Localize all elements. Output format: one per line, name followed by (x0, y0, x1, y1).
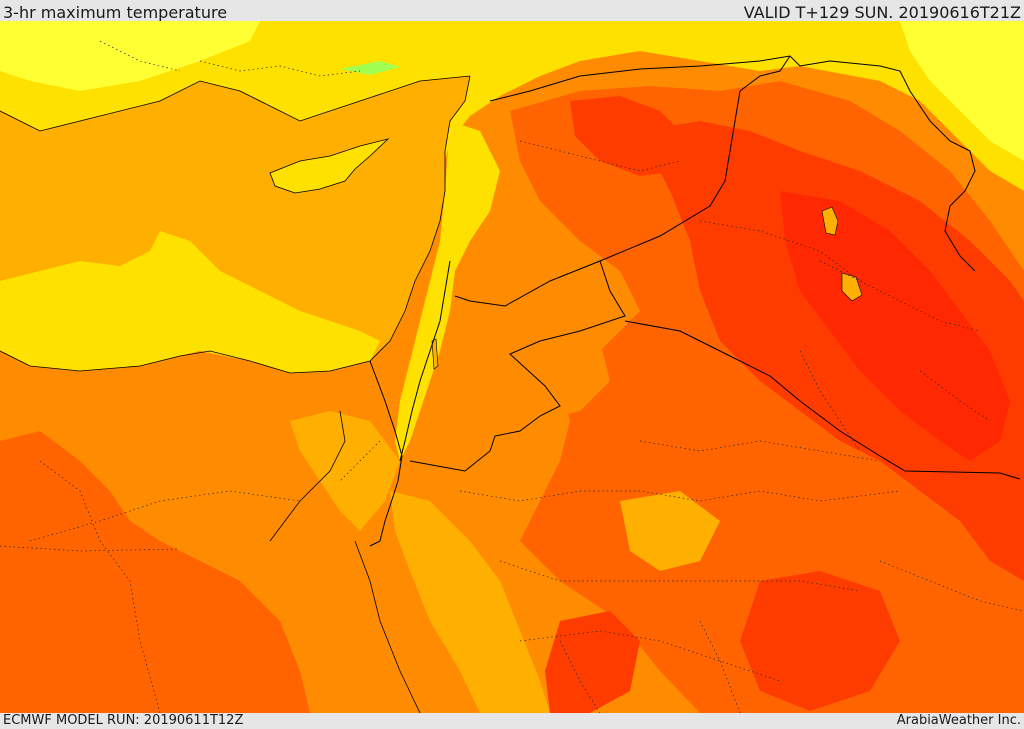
model-run: ECMWF MODEL RUN: 20190611T12Z (3, 713, 244, 728)
cyprus (269, 138, 390, 194)
jordan-orange-patch (470, 291, 610, 421)
valid-time: VALID T+129 SUN. 20190616T21Z (743, 3, 1021, 22)
credit: ArabiaWeather Inc. (896, 713, 1021, 728)
temperature-map[interactable] (0, 21, 1024, 713)
footer-bar: ECMWF MODEL RUN: 20190611T12Z ArabiaWeat… (0, 713, 1024, 729)
coastlines (0, 75, 471, 713)
lake-1 (821, 206, 839, 236)
header-bar: 3-hr maximum temperature VALID T+129 SUN… (0, 0, 1024, 21)
map-title: 3-hr maximum temperature (3, 3, 228, 22)
map-canvas (0, 21, 1024, 713)
saudi-red-patch (740, 571, 900, 711)
red-sea-coast-amber (390, 491, 550, 713)
north-syria-red-patch (570, 96, 690, 176)
sea-yellow-lobe (0, 231, 380, 373)
south-red-patch (545, 611, 640, 713)
north-light-yellow-patch (0, 21, 260, 91)
country-borders (369, 55, 1021, 547)
sinai-amber-region (290, 411, 400, 531)
dead-sea (431, 338, 439, 370)
province-boundaries (0, 40, 1024, 713)
northeast-light-yellow-patch (900, 21, 1024, 161)
lake-2 (841, 272, 863, 302)
interior-red-orange (640, 121, 1024, 581)
interior-red-core (780, 191, 1010, 461)
egypt-dark-orange-region (0, 431, 310, 713)
saudi-amber-patch (620, 491, 720, 571)
